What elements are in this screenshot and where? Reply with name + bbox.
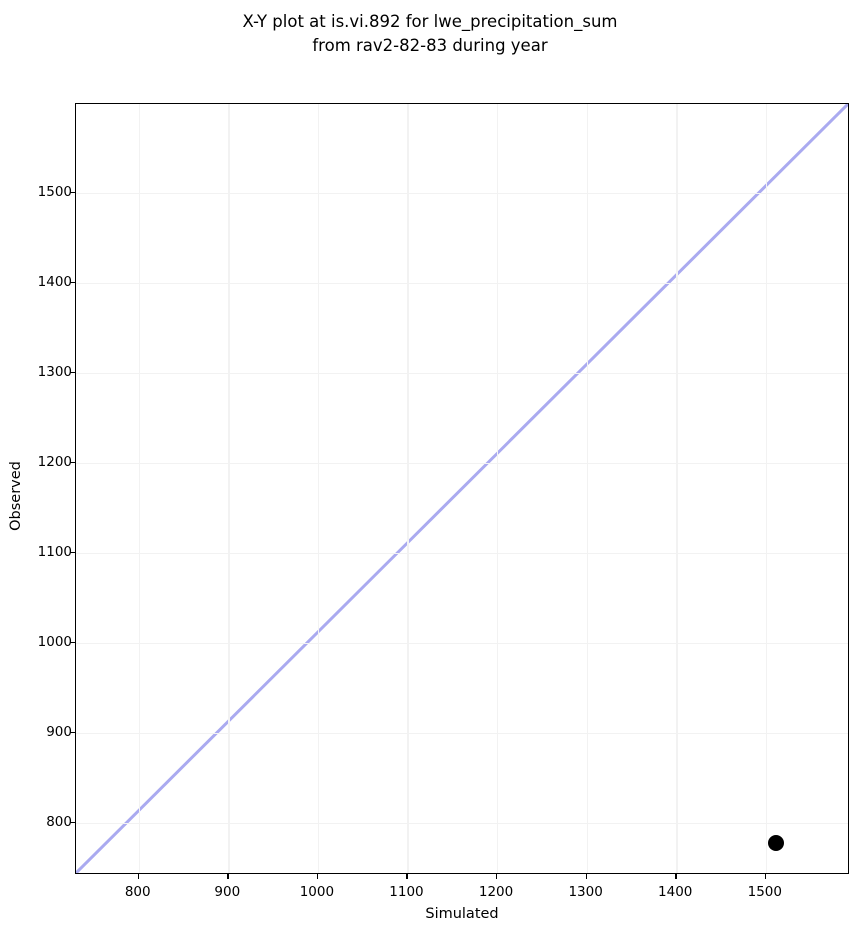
y-tick-label: 1000	[37, 633, 72, 650]
y-tick-label: 800	[46, 813, 72, 830]
y-tick-label: 900	[46, 723, 72, 740]
x-gridline	[586, 104, 588, 873]
x-tick-mark	[316, 874, 319, 879]
y-tick-mark	[70, 731, 75, 734]
y-gridline	[76, 822, 848, 825]
y-tick-mark	[70, 371, 75, 374]
one-to-one-reference-line	[76, 104, 848, 873]
y-gridline	[76, 193, 848, 195]
x-tick-label: 1500	[747, 884, 782, 900]
x-tick-mark	[227, 874, 229, 879]
y-tick-mark	[70, 821, 75, 824]
y-gridline	[76, 552, 848, 555]
y-tick-label: 1500	[37, 184, 72, 201]
y-gridline	[76, 372, 848, 375]
x-tick-mark	[406, 874, 408, 879]
y-tick-label: 1100	[37, 543, 72, 560]
x-tick-mark	[764, 874, 767, 879]
y-tick-mark	[70, 641, 75, 644]
x-tick-label: 1100	[389, 884, 424, 900]
x-tick-mark	[137, 874, 140, 879]
x-gridline	[497, 104, 499, 873]
x-gridline	[228, 104, 230, 873]
data-point	[767, 834, 784, 851]
x-gridline	[676, 104, 678, 873]
y-tick-mark	[70, 461, 75, 464]
y-tick-mark	[70, 192, 75, 194]
y-tick-label: 1200	[37, 453, 72, 470]
y-tick-mark	[70, 282, 75, 284]
x-tick-mark	[675, 874, 677, 879]
y-tick-label: 1400	[37, 274, 72, 291]
y-gridline	[76, 462, 848, 465]
x-tick-mark	[585, 874, 588, 879]
x-gridline	[317, 104, 320, 873]
chart-title: X-Y plot at is.vi.892 for lwe_precipitat…	[242, 12, 618, 55]
x-axis-label: Simulated	[425, 906, 499, 922]
y-tick-label: 1300	[37, 363, 72, 380]
x-tick-label: 1400	[658, 884, 693, 900]
x-tick-mark	[496, 874, 498, 879]
x-tick-label: 1300	[568, 884, 603, 900]
y-axis-label: Observed	[8, 461, 24, 531]
x-tick-label: 800	[124, 884, 151, 900]
x-gridline	[765, 104, 768, 873]
y-gridline	[76, 732, 848, 735]
y-gridline	[76, 283, 848, 285]
plot-area	[75, 103, 849, 874]
x-tick-label: 1200	[478, 884, 514, 900]
y-gridline	[76, 642, 848, 645]
x-gridline	[138, 104, 140, 873]
x-tick-label: 1000	[299, 884, 335, 900]
x-tick-label: 900	[214, 884, 241, 900]
x-gridline	[407, 104, 409, 873]
y-tick-mark	[70, 551, 75, 554]
